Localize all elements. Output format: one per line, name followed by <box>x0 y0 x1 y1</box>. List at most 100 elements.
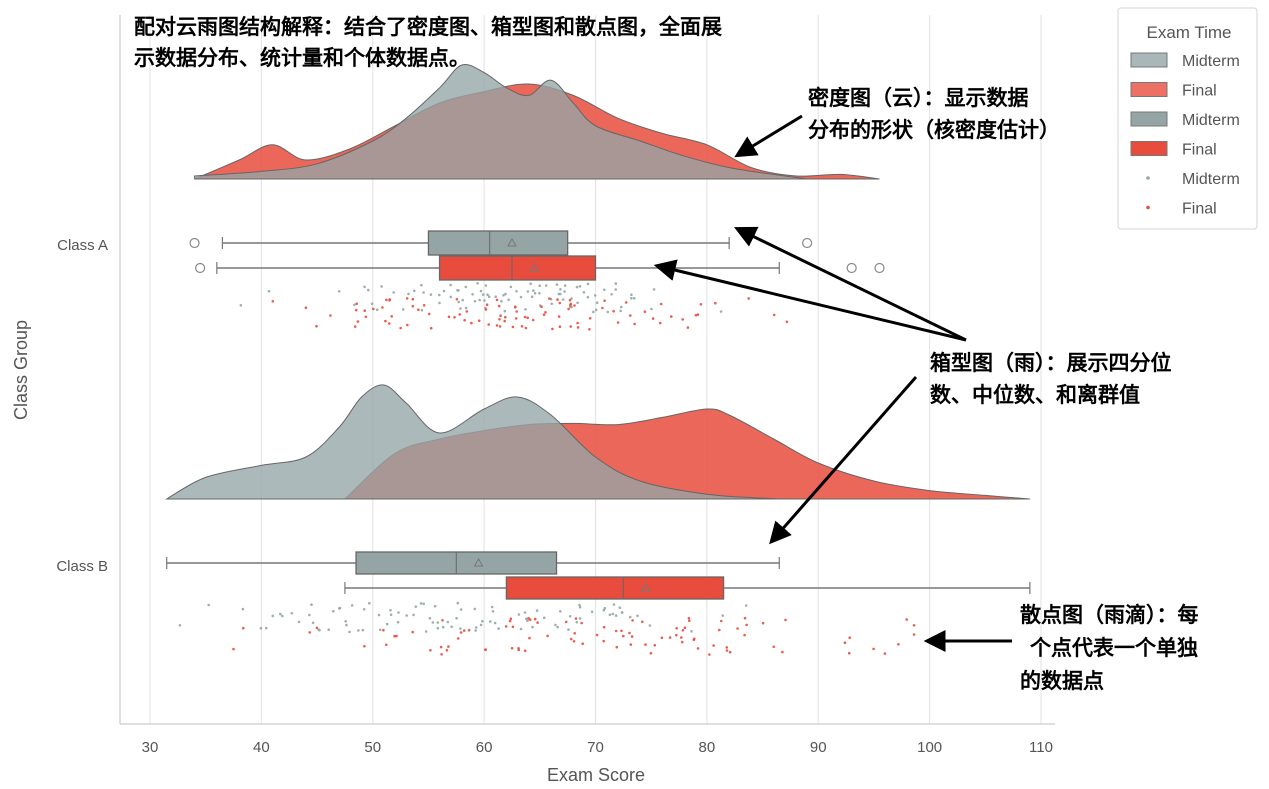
rain-point-midterm <box>419 602 423 605</box>
rain-point-final <box>843 641 847 644</box>
rain-point-final <box>355 302 359 306</box>
rain-point-midterm <box>357 629 360 632</box>
rain-point-midterm <box>586 282 590 286</box>
rain-point-final <box>872 647 875 651</box>
x-axis-title: Exam Score <box>547 765 645 785</box>
rain-point-midterm <box>538 284 541 288</box>
rain-point-midterm <box>337 290 341 293</box>
rain-point-midterm <box>457 300 461 304</box>
rain-point-final <box>487 323 491 326</box>
rain-point-final <box>439 645 443 649</box>
legend: Exam Time MidtermFinalMidtermFinalMidter… <box>1117 7 1258 230</box>
rain-point-final <box>558 301 562 305</box>
legend-label: Midterm <box>1182 171 1240 188</box>
rain-point-midterm <box>620 611 624 614</box>
rain-point-midterm <box>575 620 579 624</box>
rain-point-midterm <box>310 603 313 606</box>
rain-point-midterm <box>449 283 452 287</box>
scatter-annotation-line-1: 散点图（雨滴）：每 <box>1020 603 1199 627</box>
outlier-point <box>195 262 206 274</box>
rain-point-final <box>743 633 746 637</box>
rain-point-midterm <box>636 614 639 618</box>
rain-point-final <box>353 325 357 328</box>
rain-point-midterm <box>719 310 723 313</box>
rain-point-final <box>670 315 673 318</box>
rain-point-final <box>417 308 420 312</box>
rain-point-midterm <box>397 611 400 614</box>
legend-label: Midterm <box>1182 112 1240 129</box>
rain-point-final <box>681 629 685 632</box>
density-midterm-class-b <box>164 384 780 500</box>
rain-point-final <box>628 631 631 635</box>
rain-point-midterm <box>632 297 636 300</box>
rain-point-midterm <box>614 282 618 285</box>
rain-point-midterm <box>628 615 632 619</box>
rain-point-midterm <box>413 289 416 293</box>
rain-point-final <box>728 650 732 654</box>
rain-point-midterm <box>456 601 460 605</box>
rain-point-final <box>485 303 489 307</box>
rain-point-final <box>668 636 672 639</box>
rain-point-final <box>395 634 398 638</box>
x-tick-label: 70 <box>587 739 604 756</box>
legend-title: Exam Time <box>1146 23 1231 42</box>
density-annotation-line-1: 密度图（云）：显示数据 <box>808 86 1029 110</box>
rain-point-final <box>564 620 568 624</box>
rain-point-final <box>531 318 535 322</box>
rain-point-midterm <box>241 607 245 611</box>
rain-point-midterm <box>484 284 488 287</box>
rain-point-final <box>271 300 275 303</box>
rain-point-midterm <box>459 627 462 630</box>
rain-point-midterm <box>559 288 562 291</box>
rain-point-final <box>569 302 573 306</box>
rain-point-final <box>659 302 663 306</box>
rain-point-midterm <box>380 285 383 288</box>
rain-point-final <box>411 297 415 301</box>
rain-point-final <box>736 627 739 630</box>
rain-point-midterm <box>428 616 432 620</box>
rain-point-midterm <box>602 608 606 612</box>
mean-marker <box>640 582 651 592</box>
rain-point-midterm <box>441 625 445 629</box>
rain-point-final <box>458 313 462 316</box>
rain-point-final <box>381 306 384 309</box>
rain-point-midterm <box>461 298 465 302</box>
rain-point-final <box>675 633 678 637</box>
rain-point-midterm <box>424 630 428 633</box>
legend-label: Midterm <box>1182 53 1240 70</box>
rain-point-final <box>411 304 415 308</box>
rain-point-midterm <box>530 295 534 299</box>
rain-point-final <box>644 643 647 646</box>
rain-point-midterm <box>361 628 365 632</box>
outlier-point <box>802 237 813 249</box>
rain-point-final <box>504 625 508 628</box>
rain-point-midterm <box>429 293 433 296</box>
rain-point-midterm <box>281 614 284 618</box>
mean-marker <box>473 557 484 567</box>
legend-swatch-final <box>1146 205 1150 210</box>
rain-point-midterm <box>267 289 271 293</box>
rain-point-final <box>495 324 499 327</box>
rain-point-midterm <box>507 298 511 302</box>
rain-point-midterm <box>420 308 424 312</box>
rain-point-midterm <box>494 295 498 299</box>
rain-point-final <box>232 647 235 651</box>
density-clouds <box>164 63 1030 500</box>
rain-point-midterm <box>478 298 482 302</box>
rain-point-final <box>484 648 487 651</box>
rain-point-final <box>514 305 517 309</box>
rain-point-midterm <box>618 606 622 609</box>
rain-point-final <box>544 311 547 314</box>
rain-point-final <box>653 644 657 647</box>
rain-point-final <box>708 653 711 656</box>
rain-point-midterm <box>648 624 652 627</box>
rain-point-midterm <box>543 616 546 620</box>
legend-swatch-final <box>1130 82 1168 97</box>
annotation-arrow <box>653 259 967 342</box>
rain-point-final <box>509 617 513 620</box>
rain-point-final <box>536 621 539 624</box>
outlier-point <box>846 262 857 274</box>
axes: Exam Score Class Group Class A Class B <box>11 15 1055 785</box>
rain-point-midterm <box>456 289 459 292</box>
rain-point-midterm <box>650 307 653 311</box>
